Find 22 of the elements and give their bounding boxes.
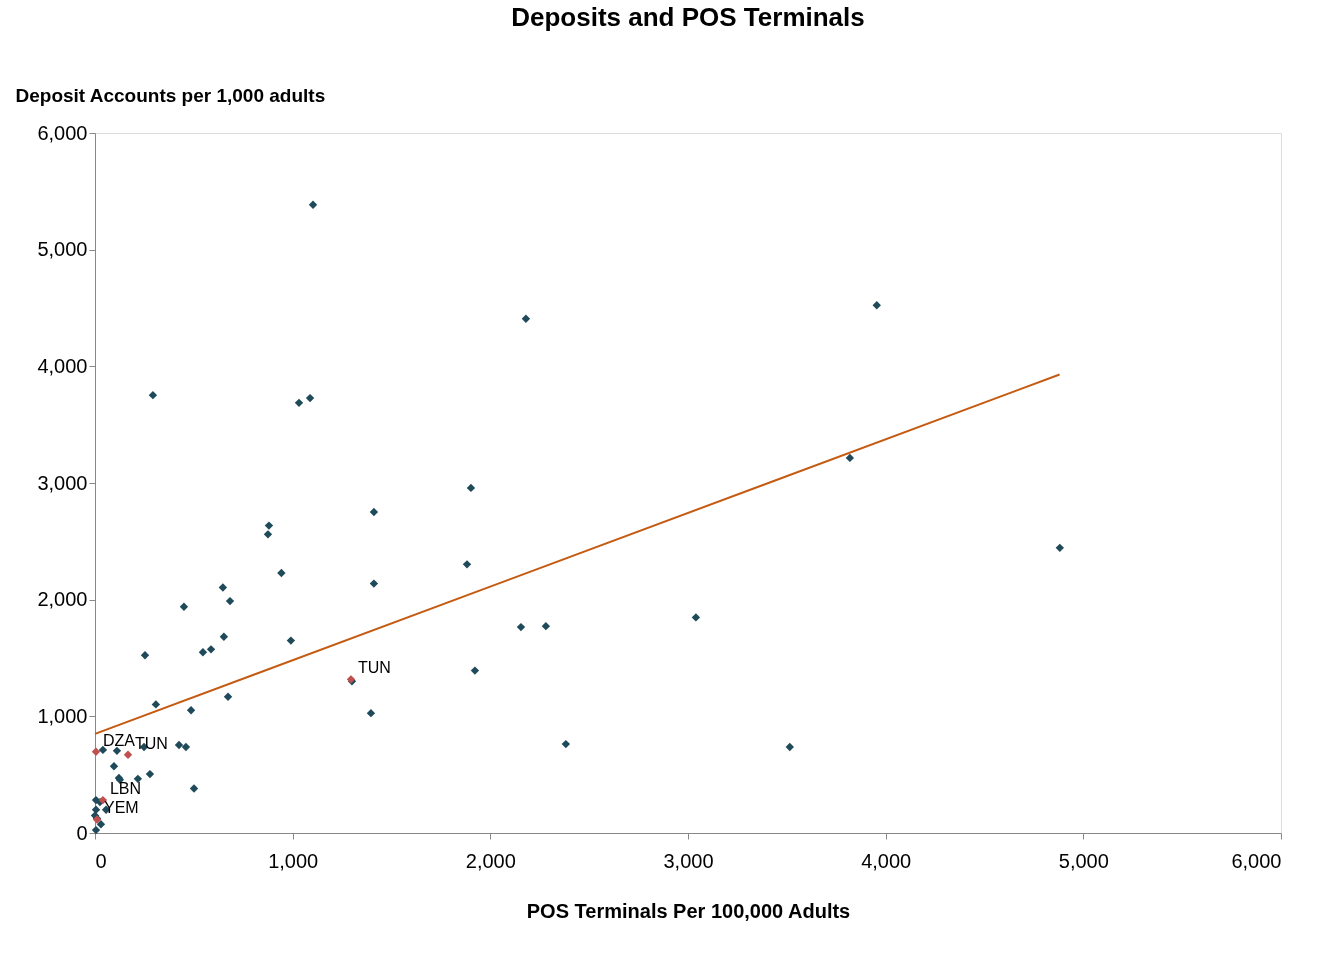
chart-title: Deposits and POS Terminals	[511, 2, 865, 32]
x-tick-label: 3,000	[663, 849, 714, 872]
annotation: DZA	[102, 731, 136, 749]
y-axis-title: Deposit Accounts per 1,000 adults	[15, 84, 326, 106]
annotation: TUN	[135, 734, 168, 752]
annotation: TUN	[357, 659, 391, 677]
y-tick-label: 1,000	[37, 704, 88, 727]
x-tick-label: 4,000	[861, 849, 912, 872]
x-tick-label: 1,000	[268, 849, 319, 872]
annotation: LBN	[109, 780, 142, 798]
y-tick-label: 3,000	[37, 471, 88, 494]
y-tick-label: 0	[76, 821, 88, 844]
x-tick-label: 0	[95, 849, 107, 872]
x-tick-label: 5,000	[1058, 849, 1109, 872]
y-tick-label: 2,000	[37, 588, 88, 611]
y-tick-label: 4,000	[37, 354, 88, 377]
annotation: YEM	[103, 799, 139, 817]
x-tick-label: 6,000	[1231, 849, 1282, 872]
x-tick-label: 2,000	[465, 849, 516, 872]
x-axis-title: POS Terminals Per 100,000 Adults	[526, 899, 851, 922]
y-tick-label: 5,000	[37, 238, 88, 261]
y-tick-label: 6,000	[37, 121, 88, 144]
